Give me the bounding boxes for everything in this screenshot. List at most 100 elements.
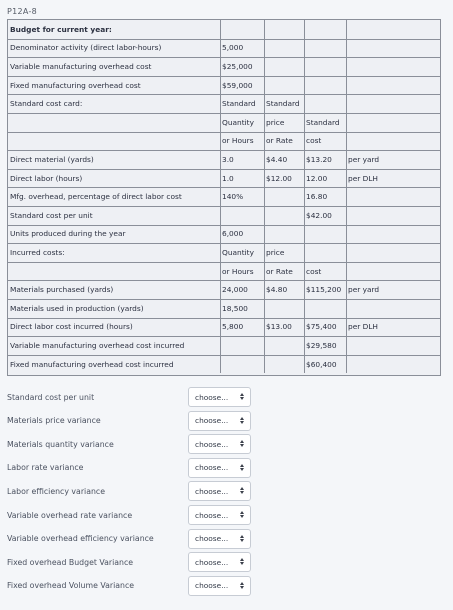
units-produced-row: Units produced during the year 6,000 (8, 225, 440, 244)
table-cell: $4.40 (266, 154, 288, 164)
table-cell: 5,000 (222, 43, 244, 53)
table-cell (346, 20, 440, 39)
table-cell (220, 20, 264, 39)
materials-price-variance-select[interactable]: choose... (188, 410, 251, 431)
question-label: Materials price variance (7, 416, 101, 426)
table-cell: 5,800 (222, 322, 244, 332)
materials-purchased-row: Materials purchased (yards) 24,000 $4.80 $1… (8, 280, 440, 299)
table-cell (220, 336, 264, 355)
table-cell: price (266, 117, 285, 127)
table-cell (264, 187, 304, 206)
table-cell: $60,400 (306, 359, 337, 369)
row-label: Direct material (yards) (10, 154, 94, 164)
question-label: Variable overhead efficiency variance (7, 534, 154, 544)
table-cell: 12.00 (306, 173, 328, 183)
table-cell: 18,500 (222, 303, 248, 313)
labor-efficiency-variance-select[interactable]: choose... (188, 481, 251, 502)
table-cell (346, 113, 440, 132)
standard-cost-per-unit-row: Standard cost per unit $42.00 (8, 206, 440, 225)
column-divider (304, 20, 305, 374)
fixed-overhead-budget-variance-select[interactable]: choose... (188, 552, 251, 573)
row-label (8, 262, 220, 281)
fixed-overhead-incurred-row: Fixed manufacturing overhead cost incurr… (8, 355, 440, 374)
fixed-overhead-cost-row: Fixed manufacturing overhead cost $59,000 (8, 76, 440, 95)
column-divider (346, 20, 347, 374)
question-row-labor-rate-variance: Labor rate variance choose... (7, 457, 252, 478)
question-row-materials-price-variance: Materials price variance choose... (7, 410, 252, 431)
table-cell: or Hours (222, 136, 254, 146)
table-cell (304, 243, 346, 262)
direct-labor-row: Direct labor (hours) 1.0 $12.00 12.00 per DL… (8, 169, 440, 188)
row-divider (8, 280, 440, 282)
question-row-fixed-overhead-volume-variance: Fixed overhead Volume Variance choose... (7, 575, 252, 596)
question-row-fixed-overhead-budget-variance: Fixed overhead Budget Variance choose... (7, 552, 252, 573)
row-divider (8, 206, 440, 207)
fixed-overhead-volume-variance-select[interactable]: choose... (188, 575, 251, 596)
table-cell (304, 225, 346, 244)
table-cell (264, 39, 304, 58)
row-label: Direct labor cost incurred (hours) (10, 322, 133, 332)
table-cell: $75,400 (306, 322, 337, 332)
row-divider (8, 317, 440, 319)
table-cell: or Rate (266, 266, 293, 276)
table-cell (304, 57, 346, 76)
row-divider (8, 38, 440, 40)
table-cell (264, 206, 304, 225)
table-cell (304, 299, 346, 318)
incurred-hours-rate-header-row: or Hours or Rate cost (8, 262, 440, 281)
table-cell: $25,000 (222, 61, 253, 71)
table-cell (346, 206, 440, 225)
question-row-standard-cost-per-unit: Standard cost per unit choose... (7, 387, 252, 407)
table-cell (346, 355, 440, 374)
table-cell (346, 299, 440, 318)
materials-quantity-variance-select[interactable]: choose... (188, 434, 251, 455)
page-title: P12A-8 (7, 7, 38, 16)
table-cell (220, 355, 264, 374)
row-divider (8, 94, 440, 96)
column-divider (264, 20, 265, 374)
row-label: Variable manufacturing overhead cost inc… (10, 340, 185, 350)
up-down-caret-icon (240, 534, 244, 542)
table-cell: 3.0 (222, 154, 234, 164)
row-label: Direct labor (hours) (10, 173, 83, 183)
table-cell (264, 299, 304, 318)
up-down-caret-icon (240, 487, 244, 495)
row-divider (8, 261, 440, 263)
table-cell (264, 57, 304, 76)
row-label: Standard cost per unit (10, 210, 93, 220)
up-down-caret-icon (240, 581, 244, 589)
up-down-caret-icon (240, 463, 244, 471)
question-label: Variable overhead rate variance (7, 510, 133, 520)
table-cell: 16.80 (306, 192, 328, 202)
table-cell (346, 132, 440, 151)
table-cell (346, 225, 440, 244)
variable-overhead-rate-variance-select[interactable]: choose... (188, 505, 251, 525)
row-label: Materials purchased (yards) (10, 285, 114, 295)
table-cell: or Rate (266, 136, 293, 146)
row-label: Incurred costs: (10, 247, 65, 257)
table-cell: $4.80 (266, 285, 288, 295)
row-divider (8, 57, 440, 59)
row-divider (8, 168, 440, 170)
table-cell: Standard (222, 99, 256, 109)
variable-overhead-efficiency-variance-select[interactable]: choose... (188, 528, 251, 549)
standard-cost-per-unit-select[interactable]: choose... (188, 387, 251, 407)
up-down-caret-icon (240, 393, 244, 400)
row-divider (8, 299, 440, 300)
up-down-caret-icon (240, 440, 244, 448)
table-cell: $13.20 (306, 154, 332, 164)
question-label: Standard cost per unit (7, 392, 95, 402)
up-down-caret-icon (240, 416, 244, 424)
materials-used-row: Materials used in production (yards) 18,5… (8, 299, 440, 318)
row-divider (8, 336, 440, 338)
question-label: Labor efficiency variance (7, 486, 105, 496)
labor-rate-variance-select[interactable]: choose... (188, 457, 251, 478)
question-row-variable-overhead-rate-variance: Variable overhead rate variance choose... (7, 505, 252, 525)
variable-overhead-cost-row: Variable manufacturing overhead cost $25,… (8, 57, 440, 76)
table-cell (220, 206, 264, 225)
select-value: choose... (195, 439, 229, 449)
incurred-costs-row: Incurred costs: Quantity price (8, 243, 440, 262)
table-cell: Standard (306, 117, 340, 127)
standard-cost-card-row: Standard cost card: Standard Standard (8, 94, 440, 113)
row-divider (8, 187, 440, 189)
